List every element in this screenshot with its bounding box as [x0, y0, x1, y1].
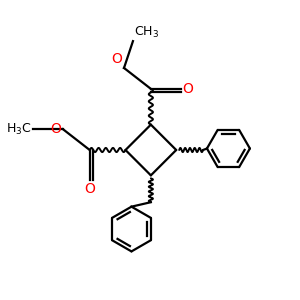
Text: O: O [182, 82, 193, 96]
Text: O: O [84, 182, 95, 196]
Text: H$_3$C: H$_3$C [6, 122, 31, 137]
Text: O: O [112, 52, 122, 67]
Text: O: O [50, 122, 62, 136]
Text: CH$_3$: CH$_3$ [134, 25, 160, 40]
